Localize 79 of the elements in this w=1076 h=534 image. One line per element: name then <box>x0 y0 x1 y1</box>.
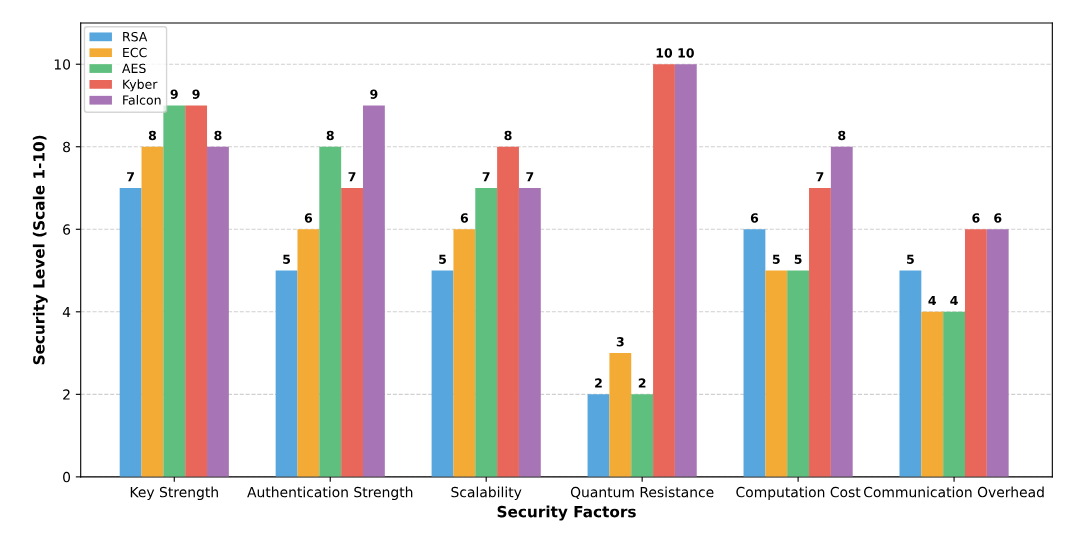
bar <box>809 188 831 477</box>
legend-label: Falcon <box>123 95 161 105</box>
x-tick-label: Authentication Strength <box>247 486 413 501</box>
data-label: 2 <box>595 378 602 388</box>
data-label: 10 <box>678 48 694 58</box>
legend-label: Kyber <box>123 79 158 92</box>
bar <box>986 229 1009 477</box>
bar <box>362 105 385 477</box>
data-label: 9 <box>192 89 200 99</box>
data-label: 7 <box>348 172 356 182</box>
y-tick-label: 4 <box>62 306 71 318</box>
legend-label: RSA <box>123 31 148 42</box>
data-label: 8 <box>214 130 222 141</box>
x-axis-title: Security Factors <box>497 505 636 521</box>
data-label: 4 <box>928 295 937 306</box>
bar <box>319 146 342 477</box>
bar <box>275 270 298 477</box>
bar <box>743 229 766 477</box>
data-label: 2 <box>638 378 646 388</box>
data-label: 8 <box>148 130 157 141</box>
bar <box>185 105 208 477</box>
x-tick-label: Scalability <box>451 486 522 501</box>
y-tick-label: 6 <box>63 224 71 235</box>
bar <box>475 188 498 477</box>
data-label: 8 <box>504 130 512 141</box>
data-label: 9 <box>370 89 378 99</box>
bar <box>631 394 654 477</box>
data-label: 7 <box>816 172 824 182</box>
bar <box>497 146 519 477</box>
bar <box>921 311 944 477</box>
data-label: 5 <box>439 254 446 264</box>
bar <box>609 353 632 477</box>
bar <box>518 188 541 477</box>
data-label: 7 <box>526 172 534 182</box>
bar <box>787 270 810 477</box>
bar <box>899 270 922 477</box>
data-label: 5 <box>907 254 914 264</box>
y-tick-label: 2 <box>63 389 70 400</box>
data-label: 6 <box>972 213 980 223</box>
data-label: 4 <box>950 295 958 306</box>
data-label: 6 <box>994 213 1002 223</box>
bar <box>207 146 229 477</box>
bar <box>297 229 320 477</box>
data-label: 8 <box>838 130 846 141</box>
data-label: 7 <box>482 172 490 182</box>
data-label: 5 <box>283 254 291 264</box>
y-tick-label: 10 <box>54 59 71 70</box>
bar <box>453 229 476 477</box>
bar <box>830 146 853 477</box>
legend-label: ECC <box>123 47 147 58</box>
x-tick-label: Key Strength <box>130 486 218 501</box>
bar <box>674 64 697 477</box>
y-tick-label: 8 <box>63 141 71 153</box>
bar <box>653 64 675 477</box>
x-tick-label: Computation Cost <box>736 486 861 501</box>
y-tick-label: 0 <box>63 471 71 483</box>
bar <box>163 105 186 477</box>
bar <box>964 229 987 477</box>
bar <box>943 311 965 477</box>
legend-label: AES <box>122 63 146 74</box>
bar <box>341 188 363 477</box>
data-label: 6 <box>460 213 469 223</box>
data-label: 10 <box>656 48 673 58</box>
data-label: 6 <box>750 213 759 223</box>
bar <box>587 394 610 477</box>
y-axis-title: Security Level (Scale 1-10) <box>32 135 48 365</box>
x-tick-label: Communication Overhead <box>863 486 1044 498</box>
data-label: 5 <box>794 254 802 264</box>
data-label: 6 <box>304 213 313 223</box>
bar <box>119 188 142 477</box>
data-label: 9 <box>170 89 178 99</box>
data-label: 8 <box>326 130 334 141</box>
bar <box>141 146 164 477</box>
data-label: 7 <box>127 172 134 182</box>
data-label: 5 <box>772 254 780 264</box>
bar <box>431 270 454 477</box>
x-tick-label: Quantum Resistance <box>570 486 714 499</box>
data-label: 3 <box>616 337 624 347</box>
bar <box>765 270 788 477</box>
